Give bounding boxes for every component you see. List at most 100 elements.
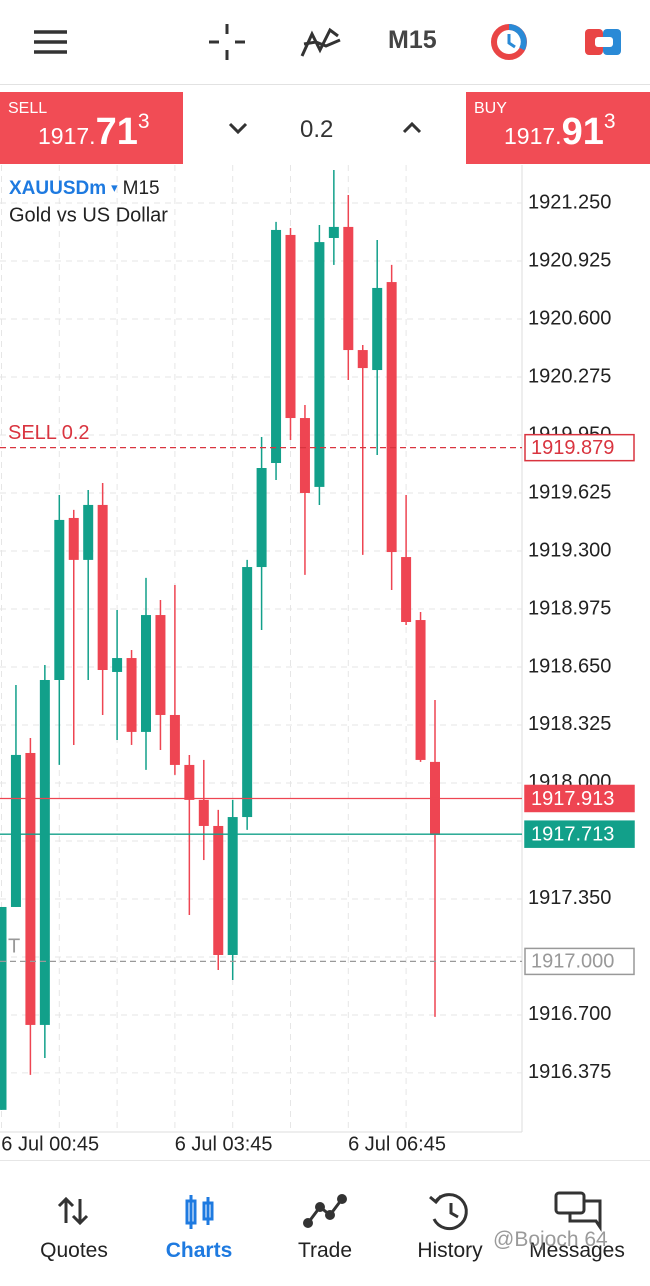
y-tick-label: 1920.275 bbox=[528, 365, 611, 387]
nav-item[interactable]: History bbox=[417, 1239, 483, 1262]
candle-body bbox=[386, 282, 397, 553]
candle-body bbox=[10, 754, 21, 907]
header-part: ▾ bbox=[111, 180, 118, 195]
y-tick-label: 1916.700 bbox=[528, 1003, 611, 1025]
candle-body bbox=[112, 658, 123, 672]
charts-icon bbox=[185, 1195, 214, 1229]
price-sup: 3 bbox=[603, 110, 616, 133]
nav-item[interactable]: Quotes bbox=[40, 1239, 108, 1262]
candle-body bbox=[68, 517, 79, 560]
toolbar: M15 bbox=[0, 0, 650, 85]
candle-body bbox=[415, 620, 426, 760]
quotes-icon bbox=[57, 1196, 89, 1226]
y-tick-label: 1920.600 bbox=[528, 307, 611, 329]
crosshair-icon[interactable] bbox=[209, 24, 245, 60]
symbol-header: XAUUSDm ▾ M15 bbox=[9, 178, 160, 199]
candle-body bbox=[155, 615, 166, 715]
level-tag bbox=[524, 820, 635, 848]
price-main: 1917. bbox=[504, 123, 562, 149]
level-tag bbox=[524, 784, 635, 813]
candle-body bbox=[54, 519, 65, 680]
trade-icon[interactable] bbox=[491, 24, 527, 60]
candle-body bbox=[0, 906, 7, 1110]
volume-up[interactable] bbox=[402, 121, 422, 134]
candle-body bbox=[372, 287, 383, 371]
y-tick-label: 1919.300 bbox=[528, 539, 611, 561]
trade-panel: SELL 1917.713 0.2 BUY 1917.913 bbox=[0, 92, 650, 164]
watermark: @Bojoch 64 bbox=[493, 1228, 608, 1251]
chart: 1921.2501920.9251920.6001920.2751919.950… bbox=[0, 165, 635, 1155]
history-icon bbox=[429, 1193, 468, 1231]
timeframe-button[interactable]: M15 bbox=[388, 26, 437, 54]
indicators-icon[interactable] bbox=[300, 27, 341, 57]
menu-icon[interactable] bbox=[34, 30, 67, 54]
nav-item[interactable]: Messages bbox=[529, 1239, 625, 1262]
header-part: XAUUSDm bbox=[9, 178, 106, 199]
price-big: 71 bbox=[95, 111, 138, 153]
x-tick-label: 6 Jul 00:45 bbox=[1, 1133, 99, 1155]
candle-body bbox=[242, 567, 253, 818]
y-tick-label: 1918.975 bbox=[528, 597, 611, 619]
level-price: 1917.913 bbox=[531, 788, 614, 810]
x-tick-label: 6 Jul 03:45 bbox=[175, 1133, 273, 1155]
one-click-icon[interactable] bbox=[585, 29, 621, 55]
y-tick-label: 1918.650 bbox=[528, 655, 611, 677]
y-tick-label: 1921.250 bbox=[528, 191, 611, 213]
level-label: T bbox=[8, 936, 20, 958]
sell-price: 1917.713 bbox=[38, 110, 150, 154]
header-part: M15 bbox=[123, 178, 160, 199]
level-price: 1917.713 bbox=[531, 823, 614, 845]
volume[interactable]: 0.2 bbox=[300, 116, 334, 143]
price-main: 1917. bbox=[38, 123, 96, 149]
level-tag bbox=[524, 433, 635, 462]
volume-down[interactable] bbox=[228, 122, 248, 135]
candle-body bbox=[213, 825, 224, 955]
candle-body bbox=[126, 658, 137, 732]
candle-body bbox=[83, 504, 94, 560]
candle-body bbox=[271, 229, 282, 464]
sell-label: SELL bbox=[8, 100, 48, 117]
price-sup: 3 bbox=[137, 110, 150, 133]
y-tick-label: 1918.325 bbox=[528, 713, 611, 735]
candle-body bbox=[343, 226, 354, 351]
buy-label: BUY bbox=[474, 100, 507, 117]
candle-body bbox=[198, 799, 209, 826]
buy-price: 1917.913 bbox=[504, 110, 616, 154]
level-price: 1917.000 bbox=[531, 951, 614, 973]
candle-body bbox=[285, 234, 296, 419]
candle-body bbox=[25, 752, 36, 1025]
toolbar-icons bbox=[34, 24, 621, 60]
candle-body bbox=[357, 350, 368, 369]
y-tick-label: 1920.925 bbox=[528, 249, 611, 271]
level-tag bbox=[524, 947, 635, 976]
candle-body bbox=[184, 764, 195, 800]
candle-body bbox=[401, 557, 412, 623]
y-tick-label: 1916.375 bbox=[528, 1061, 611, 1083]
candle-body bbox=[97, 504, 108, 671]
buy-button[interactable]: BUY 1917.913 bbox=[466, 92, 650, 164]
sell-button[interactable]: SELL 1917.713 bbox=[0, 92, 183, 164]
nav-item[interactable]: Charts bbox=[165, 1239, 233, 1262]
candle-body bbox=[256, 468, 267, 568]
y-tick-label: 1919.625 bbox=[528, 481, 611, 503]
trade-nav-icon bbox=[303, 1194, 347, 1228]
price-big: 91 bbox=[561, 111, 604, 153]
volume-controls bbox=[228, 121, 422, 135]
y-tick-label: 1917.350 bbox=[528, 887, 611, 909]
candle-body bbox=[299, 418, 310, 493]
candle-body bbox=[328, 226, 339, 238]
nav-icons bbox=[57, 1191, 602, 1232]
messages-icon bbox=[554, 1191, 602, 1232]
x-tick-label: 6 Jul 06:45 bbox=[348, 1133, 446, 1155]
candle-body bbox=[141, 615, 151, 732]
candle-body bbox=[227, 817, 238, 955]
level-label: SELL 0.2 bbox=[8, 422, 90, 444]
symbol-subtitle: Gold vs US Dollar bbox=[9, 204, 168, 226]
candle-body bbox=[169, 714, 180, 765]
level-price: 1919.879 bbox=[531, 437, 614, 459]
bottom-nav: Quotes Charts Trade History Messages bbox=[0, 1160, 650, 1281]
nav-item[interactable]: Trade bbox=[297, 1239, 353, 1262]
candle-body bbox=[314, 242, 325, 487]
candle-body bbox=[39, 679, 50, 1025]
